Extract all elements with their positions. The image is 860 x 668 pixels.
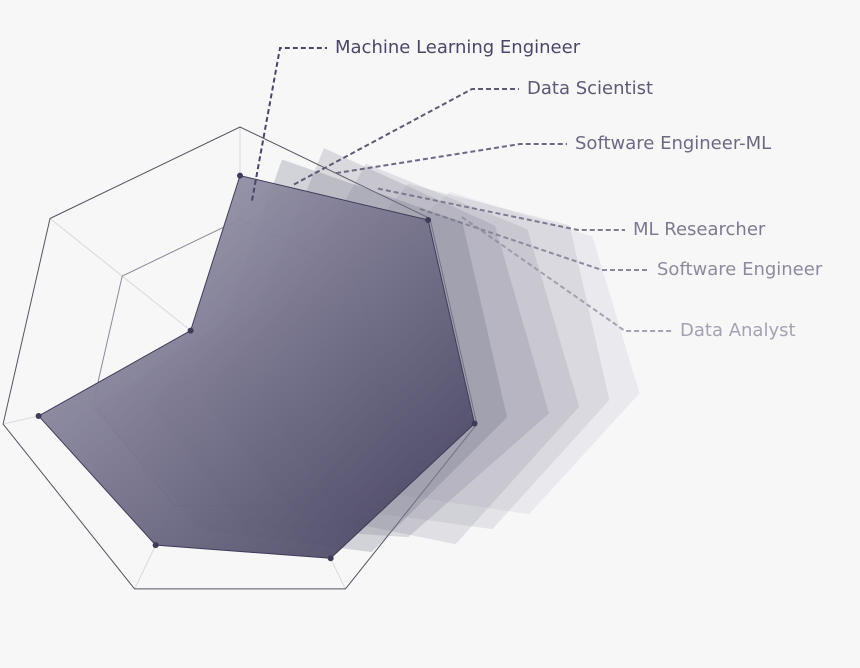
vertex-dot (187, 327, 194, 334)
vertex-dot (35, 412, 42, 419)
legend-label: Software Engineer-ML (575, 133, 771, 154)
legend-label: ML Researcher (633, 219, 766, 240)
legend-label: Software Engineer (657, 259, 823, 280)
leader-line (251, 47, 327, 201)
radar-area (38, 175, 476, 559)
vertex-dot (237, 172, 243, 179)
leader-line (335, 143, 567, 175)
leader-line (461, 216, 672, 332)
vertex-dot (425, 217, 432, 224)
legend-label: Machine Learning Engineer (335, 37, 581, 58)
legend-label: Data Analyst (680, 320, 796, 341)
leader-line (293, 88, 519, 186)
legend-label: Data Scientist (527, 78, 653, 99)
vertex-dot (471, 420, 478, 427)
grid-ring (2, 126, 478, 590)
vertex-dot (152, 542, 159, 549)
leader-line (377, 187, 625, 231)
vertex-dot (327, 555, 334, 562)
